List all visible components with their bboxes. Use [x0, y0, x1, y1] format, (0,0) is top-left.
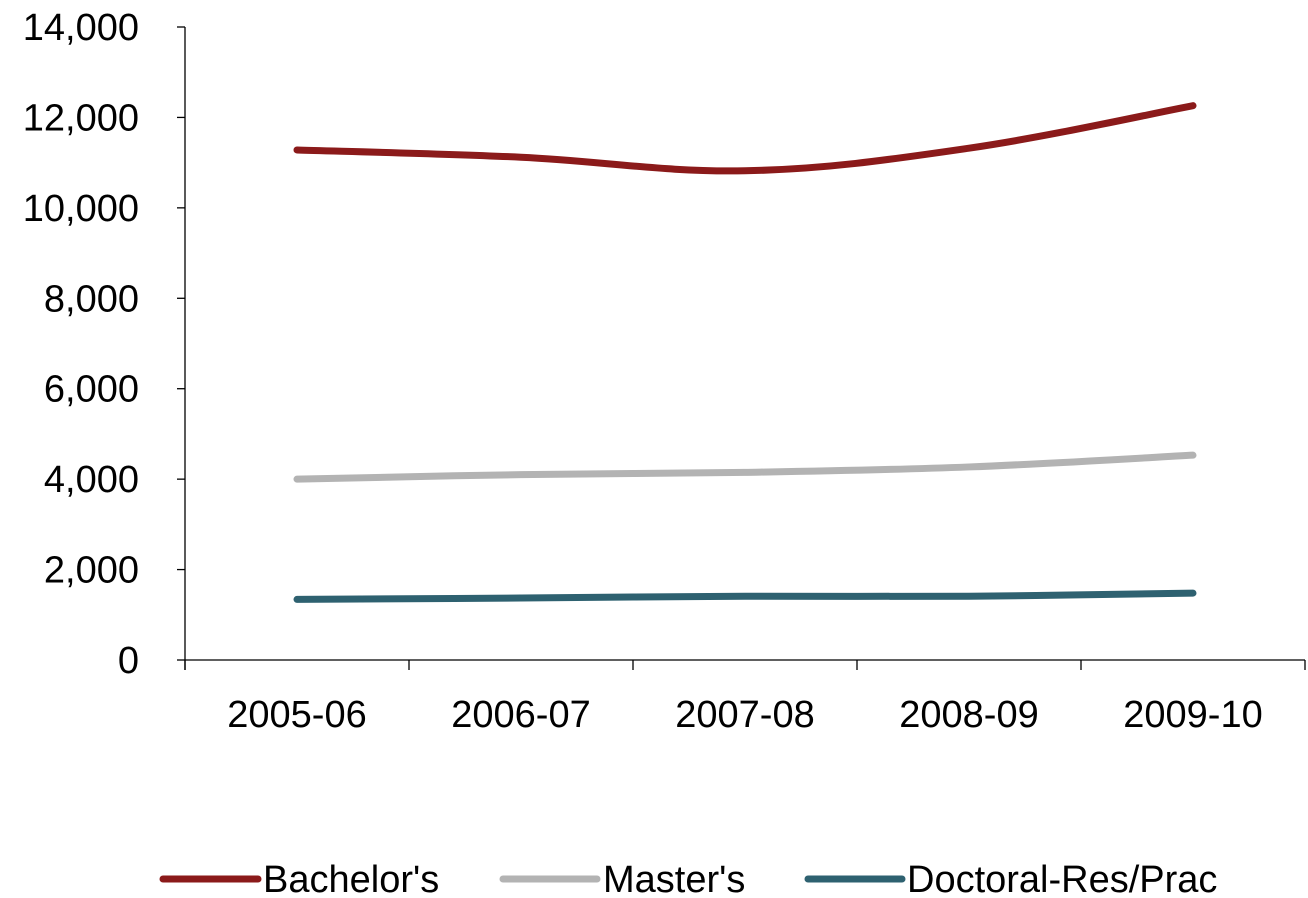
- series-line-doctoral-res-prac: [293, 589, 1197, 603]
- series-line-master-s: [293, 451, 1197, 483]
- y-tick-label: 4,000: [44, 459, 139, 501]
- y-tick-label: 0: [118, 640, 139, 682]
- legend-label-doctoral-res-prac: Doctoral-Res/Prac: [907, 859, 1217, 898]
- y-tick-label: 10,000: [23, 188, 139, 230]
- y-tick-label: 8,000: [44, 278, 139, 320]
- y-tick-label: 6,000: [44, 369, 139, 411]
- x-tick-label: 2006-07: [451, 694, 590, 736]
- x-tick-label: 2007-08: [675, 694, 814, 736]
- legend-label-bachelor-s: Bachelor's: [263, 859, 439, 898]
- x-tick-label: 2009-10: [1123, 694, 1262, 736]
- legend-label-master-s: Master's: [603, 859, 745, 898]
- axes: 0 2,000 4,000 6,000 8,000 10,000 12,000 14,000 2…: [23, 7, 1306, 736]
- y-tick-label: 12,000: [23, 97, 139, 139]
- series-lines: [293, 102, 1197, 603]
- y-tick-label: 2,000: [44, 550, 139, 592]
- legend: Bachelor's Master's Doctoral-Res/Prac: [159, 859, 1217, 898]
- x-tick-label: 2008-09: [899, 694, 1038, 736]
- series-line-bachelor-s: [293, 102, 1197, 175]
- x-tick-label: 2005-06: [227, 694, 366, 736]
- y-tick-label: 14,000: [23, 7, 139, 49]
